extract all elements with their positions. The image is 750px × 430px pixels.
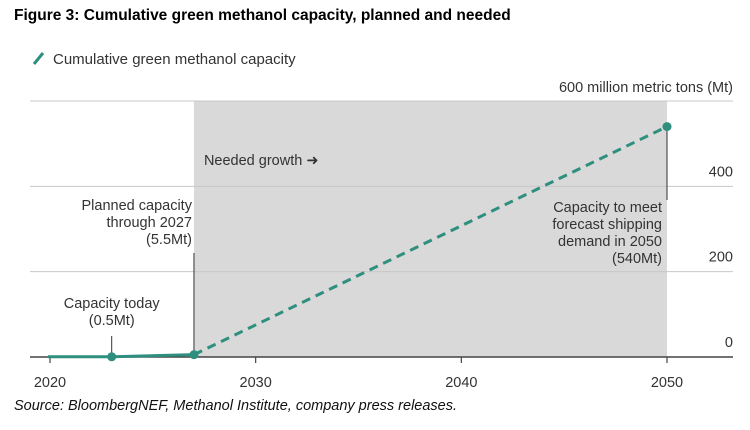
- legend-swatch: [32, 52, 45, 65]
- annotation-line: (540Mt): [612, 251, 662, 267]
- y-tick-label: 200: [709, 250, 733, 266]
- annotation-today: Capacity today (0.5Mt): [64, 296, 161, 329]
- annotation-line: (0.5Mt): [89, 313, 135, 329]
- annotation-planned: Planned capacity through 2027 (5.5Mt): [82, 198, 193, 248]
- planned-capacity-line: [47, 353, 195, 359]
- data-point: [189, 350, 199, 360]
- annotation-line: through 2027: [106, 215, 191, 231]
- data-point: [107, 352, 117, 362]
- x-tick-label: 2020: [34, 375, 66, 391]
- annotation-target: Capacity to meet forecast shipping demand …: [552, 200, 662, 267]
- y-tick-label: 400: [709, 164, 733, 180]
- legend: Cumulative green methanol capacity: [32, 51, 296, 68]
- legend-label: Cumulative green methanol capacity: [53, 51, 296, 68]
- x-tick-label: 2050: [651, 375, 683, 391]
- shaded-region-label: Needed growth ➜: [204, 153, 319, 169]
- needed-growth-line: [193, 125, 668, 357]
- x-tick-label: 2040: [445, 375, 477, 391]
- annotation-line: Capacity today: [64, 296, 161, 312]
- annotation-line: forecast shipping: [552, 217, 662, 233]
- annotation-line: Capacity to meet: [553, 200, 662, 216]
- y-axis-unit-label: 600 million metric tons (Mt): [559, 80, 733, 96]
- annotation-line: demand in 2050: [558, 234, 662, 250]
- annotation-line: Planned capacity: [82, 198, 193, 214]
- chart-title: Figure 3: Cumulative green methanol capa…: [14, 7, 511, 24]
- x-tick-label: 2030: [240, 375, 272, 391]
- data-point: [662, 122, 672, 132]
- annotation-line: (5.5Mt): [146, 232, 192, 248]
- source-note: Source: BloombergNEF, Methanol Institute…: [14, 398, 458, 414]
- y-tick-label: 0: [725, 335, 733, 351]
- shaded-region: [193, 101, 667, 357]
